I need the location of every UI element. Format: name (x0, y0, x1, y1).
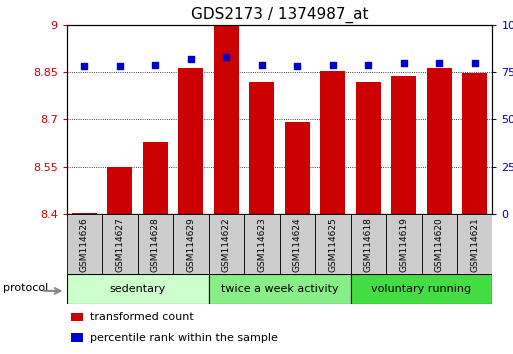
Text: GSM114628: GSM114628 (151, 217, 160, 272)
Point (470, 60, 479, 65)
Bar (72, 213, 97, 214)
Text: percentile rank within the sample: percentile rank within the sample (90, 332, 278, 343)
Point (364, 62, 372, 67)
Bar (67, 214, 102, 274)
Bar (315, 214, 350, 274)
Bar (143, 142, 168, 214)
Point (187, 56, 195, 62)
Bar (356, 81, 381, 214)
Text: GSM114622: GSM114622 (222, 217, 231, 272)
Bar (179, 68, 203, 214)
Point (293, 64, 302, 69)
Text: transformed count: transformed count (90, 312, 194, 322)
Text: GSM114619: GSM114619 (399, 217, 408, 272)
Point (81, 64, 89, 69)
Bar (209, 274, 350, 304)
Bar (137, 214, 173, 274)
Bar (350, 274, 492, 304)
Bar (71, 313, 83, 321)
Point (329, 62, 337, 67)
Title: GDS2173 / 1374987_at: GDS2173 / 1374987_at (191, 7, 368, 23)
Text: GSM114618: GSM114618 (364, 217, 373, 272)
Text: GSM114627: GSM114627 (115, 217, 125, 272)
Point (258, 62, 266, 67)
Bar (391, 76, 416, 214)
Point (400, 60, 408, 65)
Bar (350, 214, 386, 274)
Text: GSM114621: GSM114621 (470, 217, 479, 272)
Text: voluntary running: voluntary running (371, 284, 471, 295)
Text: sedentary: sedentary (110, 284, 166, 295)
Text: GSM114626: GSM114626 (80, 217, 89, 272)
Bar (108, 167, 132, 214)
Bar (214, 25, 239, 214)
Bar (457, 214, 492, 274)
Text: GSM114624: GSM114624 (293, 217, 302, 272)
Bar (321, 72, 345, 214)
Bar (285, 122, 310, 214)
Point (222, 54, 230, 60)
Bar (427, 68, 451, 214)
Bar (280, 214, 315, 274)
Text: twice a week activity: twice a week activity (221, 284, 339, 295)
Point (116, 64, 124, 69)
Bar (386, 214, 422, 274)
Bar (249, 81, 274, 214)
Text: GSM114620: GSM114620 (435, 217, 444, 272)
Bar (209, 214, 244, 274)
Point (151, 62, 160, 67)
Bar (67, 274, 209, 304)
Bar (422, 214, 457, 274)
Point (435, 60, 443, 65)
Text: GSM114629: GSM114629 (186, 217, 195, 272)
Text: GSM114625: GSM114625 (328, 217, 338, 272)
Bar (244, 214, 280, 274)
Text: protocol: protocol (3, 283, 49, 293)
Bar (173, 214, 209, 274)
Text: GSM114623: GSM114623 (258, 217, 266, 272)
Bar (71, 333, 83, 342)
Bar (102, 214, 137, 274)
Bar (462, 73, 487, 214)
